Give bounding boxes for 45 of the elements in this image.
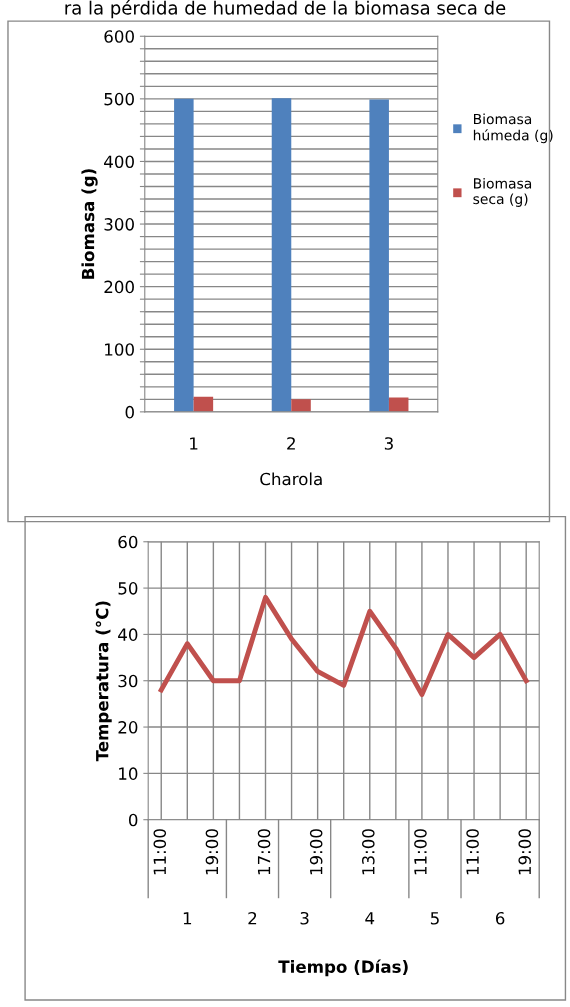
x-tick-label: 19:00 xyxy=(309,829,323,875)
y-tick-label: 300 xyxy=(104,218,134,231)
x-axis-title: Charola xyxy=(260,472,322,486)
text: 2 xyxy=(248,911,257,925)
x-tick-label: 1 xyxy=(190,437,198,450)
y-axis-title: Temperatura (°C) xyxy=(95,601,112,762)
bar xyxy=(291,399,311,412)
x-tick-label: 2 xyxy=(287,437,295,450)
text: 6 xyxy=(495,911,505,925)
x-tick-label: 11:00 xyxy=(414,829,427,875)
text: 4 xyxy=(365,912,375,925)
bar xyxy=(271,98,292,412)
y-tick-label: 40 xyxy=(118,628,138,641)
x-tick-label: 13:00 xyxy=(362,829,375,875)
text: 3 xyxy=(300,911,309,925)
text: 1 xyxy=(183,912,192,925)
bar xyxy=(369,99,389,412)
y-tick-label: 0 xyxy=(128,813,138,827)
y-tick-label: 60 xyxy=(118,535,138,549)
x-tick-label: 17:00 xyxy=(257,829,271,875)
y-tick-label: 10 xyxy=(119,767,138,780)
y-tick-label: 500 xyxy=(104,92,134,106)
legend-label: Biomasa húmeda (g) xyxy=(473,113,553,144)
x-axis-title: Tiempo (Días) xyxy=(278,959,408,977)
x-tick-label: 11:00 xyxy=(466,829,479,875)
text: ra la pérdida de humedad de la biomasa seca de xyxy=(65,0,506,19)
y-tick-label: 30 xyxy=(118,674,138,688)
y-tick-label: 100 xyxy=(105,343,134,356)
y-tick-label: 20 xyxy=(118,721,138,734)
y-tick-label: 200 xyxy=(104,280,134,294)
y-tick-label: 50 xyxy=(118,582,138,595)
bar xyxy=(388,397,409,412)
bar xyxy=(193,396,214,412)
legend-label: Biomasa seca (g) xyxy=(473,177,532,207)
x-tick-label: 11:00 xyxy=(153,829,167,875)
y-tick-label: 0 xyxy=(125,405,134,419)
x-tick-label: 19:00 xyxy=(205,829,219,875)
x-tick-label: 3 xyxy=(384,437,393,450)
x-tick-label: 19:00 xyxy=(518,829,532,875)
line-series xyxy=(158,594,529,698)
bar xyxy=(174,98,194,412)
y-tick-label: 400 xyxy=(104,155,134,169)
text: 5 xyxy=(430,912,439,925)
y-tick-label: 600 xyxy=(104,30,134,43)
y-axis-title: Biomasa (g) xyxy=(81,169,98,279)
